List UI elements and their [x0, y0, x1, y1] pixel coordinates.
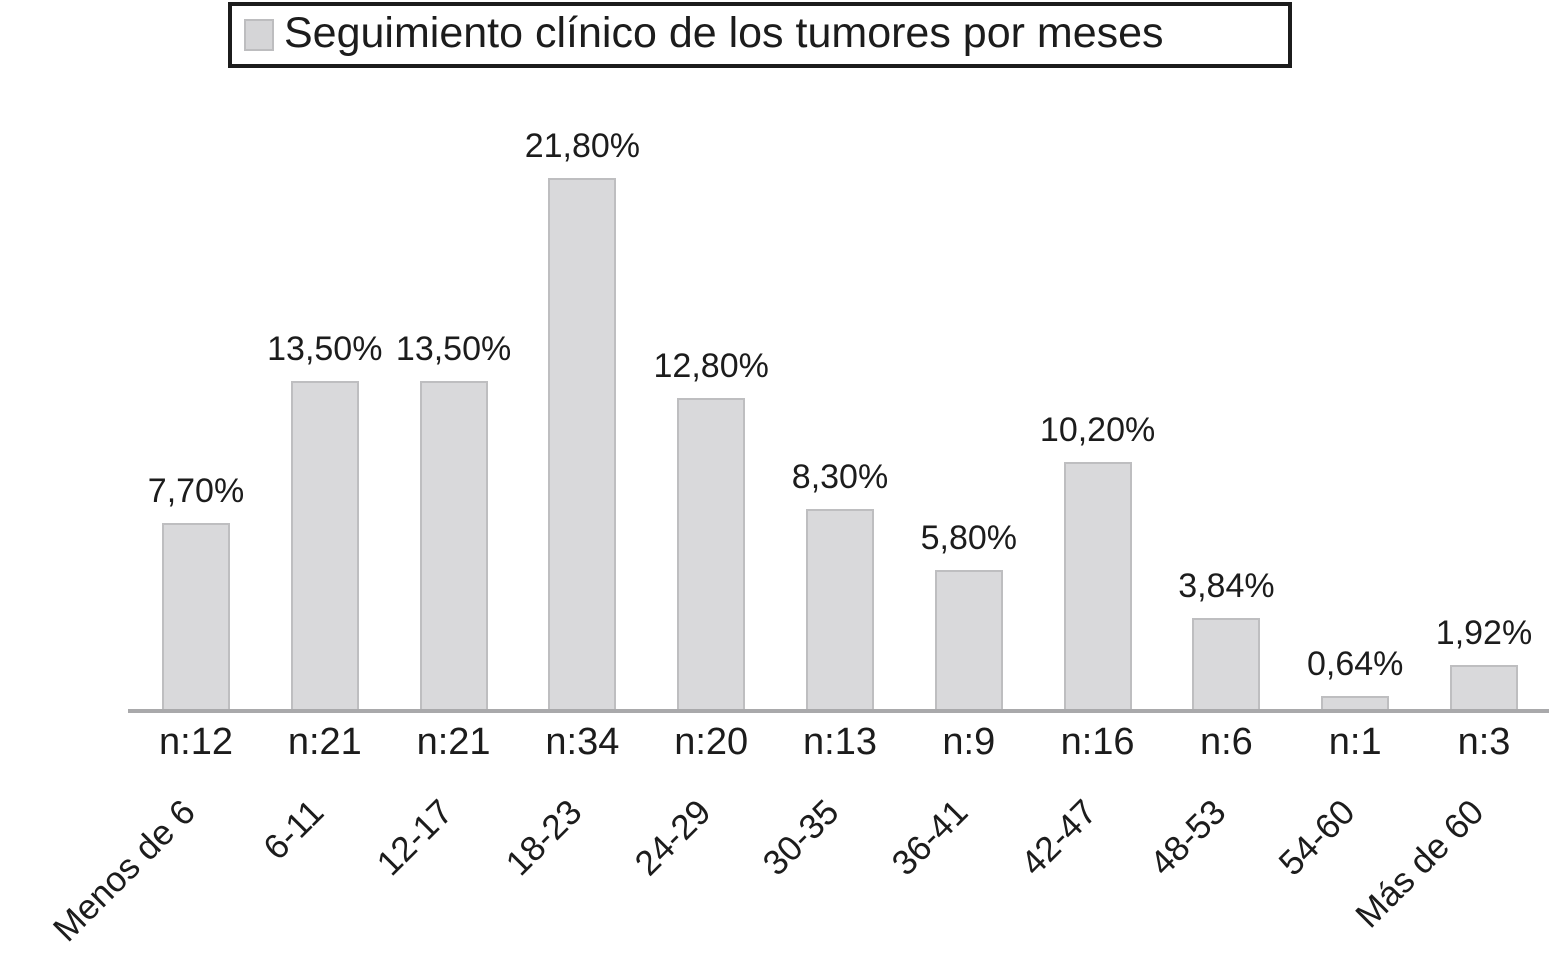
- count-label: n:21: [416, 721, 491, 763]
- value-label: 0,64%: [1306, 645, 1404, 683]
- category-label: 36-41: [884, 792, 976, 884]
- value-label: 21,80%: [524, 127, 641, 165]
- category-label: 48-53: [1142, 792, 1234, 884]
- bar: [934, 570, 1003, 712]
- value-label: 13,50%: [395, 330, 512, 368]
- category-label: 24-29: [627, 792, 719, 884]
- bar: [806, 509, 874, 712]
- count-label: n:3: [1457, 721, 1511, 763]
- bar: [290, 381, 359, 712]
- category-label: 54-60: [1271, 792, 1363, 884]
- value-label: 8,30%: [791, 458, 889, 496]
- bar: [162, 523, 230, 712]
- category-label: 6-11: [256, 792, 332, 868]
- legend-swatch-icon: [244, 19, 274, 51]
- value-label: 7,70%: [147, 472, 245, 510]
- category-label: Más de 60: [1347, 792, 1491, 936]
- count-label: n:13: [803, 721, 877, 763]
- category-label: 18-23: [498, 792, 590, 884]
- category-label: 30-35: [755, 792, 847, 884]
- value-label: 13,50%: [267, 330, 383, 368]
- bar: [419, 381, 488, 712]
- value-label: 10,20%: [1039, 411, 1156, 449]
- chart-title: Seguimiento clínico de los tumores por m…: [284, 8, 1164, 57]
- count-label: n:16: [1060, 721, 1135, 763]
- value-label: 3,84%: [1178, 567, 1275, 605]
- category-label: 42-47: [1013, 792, 1105, 884]
- count-label: n:6: [1199, 721, 1253, 763]
- bar: [548, 178, 617, 712]
- chart-legend: Seguimiento clínico de los tumores por m…: [228, 2, 1292, 68]
- category-label: Menos de 6: [45, 792, 203, 950]
- value-label: 12,80%: [653, 347, 769, 385]
- bar: [677, 398, 746, 712]
- value-label: 5,80%: [920, 519, 1017, 557]
- count-label: n:34: [545, 721, 620, 763]
- bar: [1063, 462, 1132, 712]
- count-label: n:20: [674, 721, 749, 763]
- x-axis-line: [128, 709, 1549, 713]
- category-label: 12-17: [369, 792, 461, 884]
- count-label: n:1: [1328, 721, 1382, 763]
- count-label: n:9: [942, 721, 996, 763]
- count-label: n:12: [159, 721, 233, 763]
- bar: [1450, 665, 1518, 712]
- count-label: n:21: [287, 721, 362, 763]
- value-label: 1,92%: [1435, 614, 1533, 652]
